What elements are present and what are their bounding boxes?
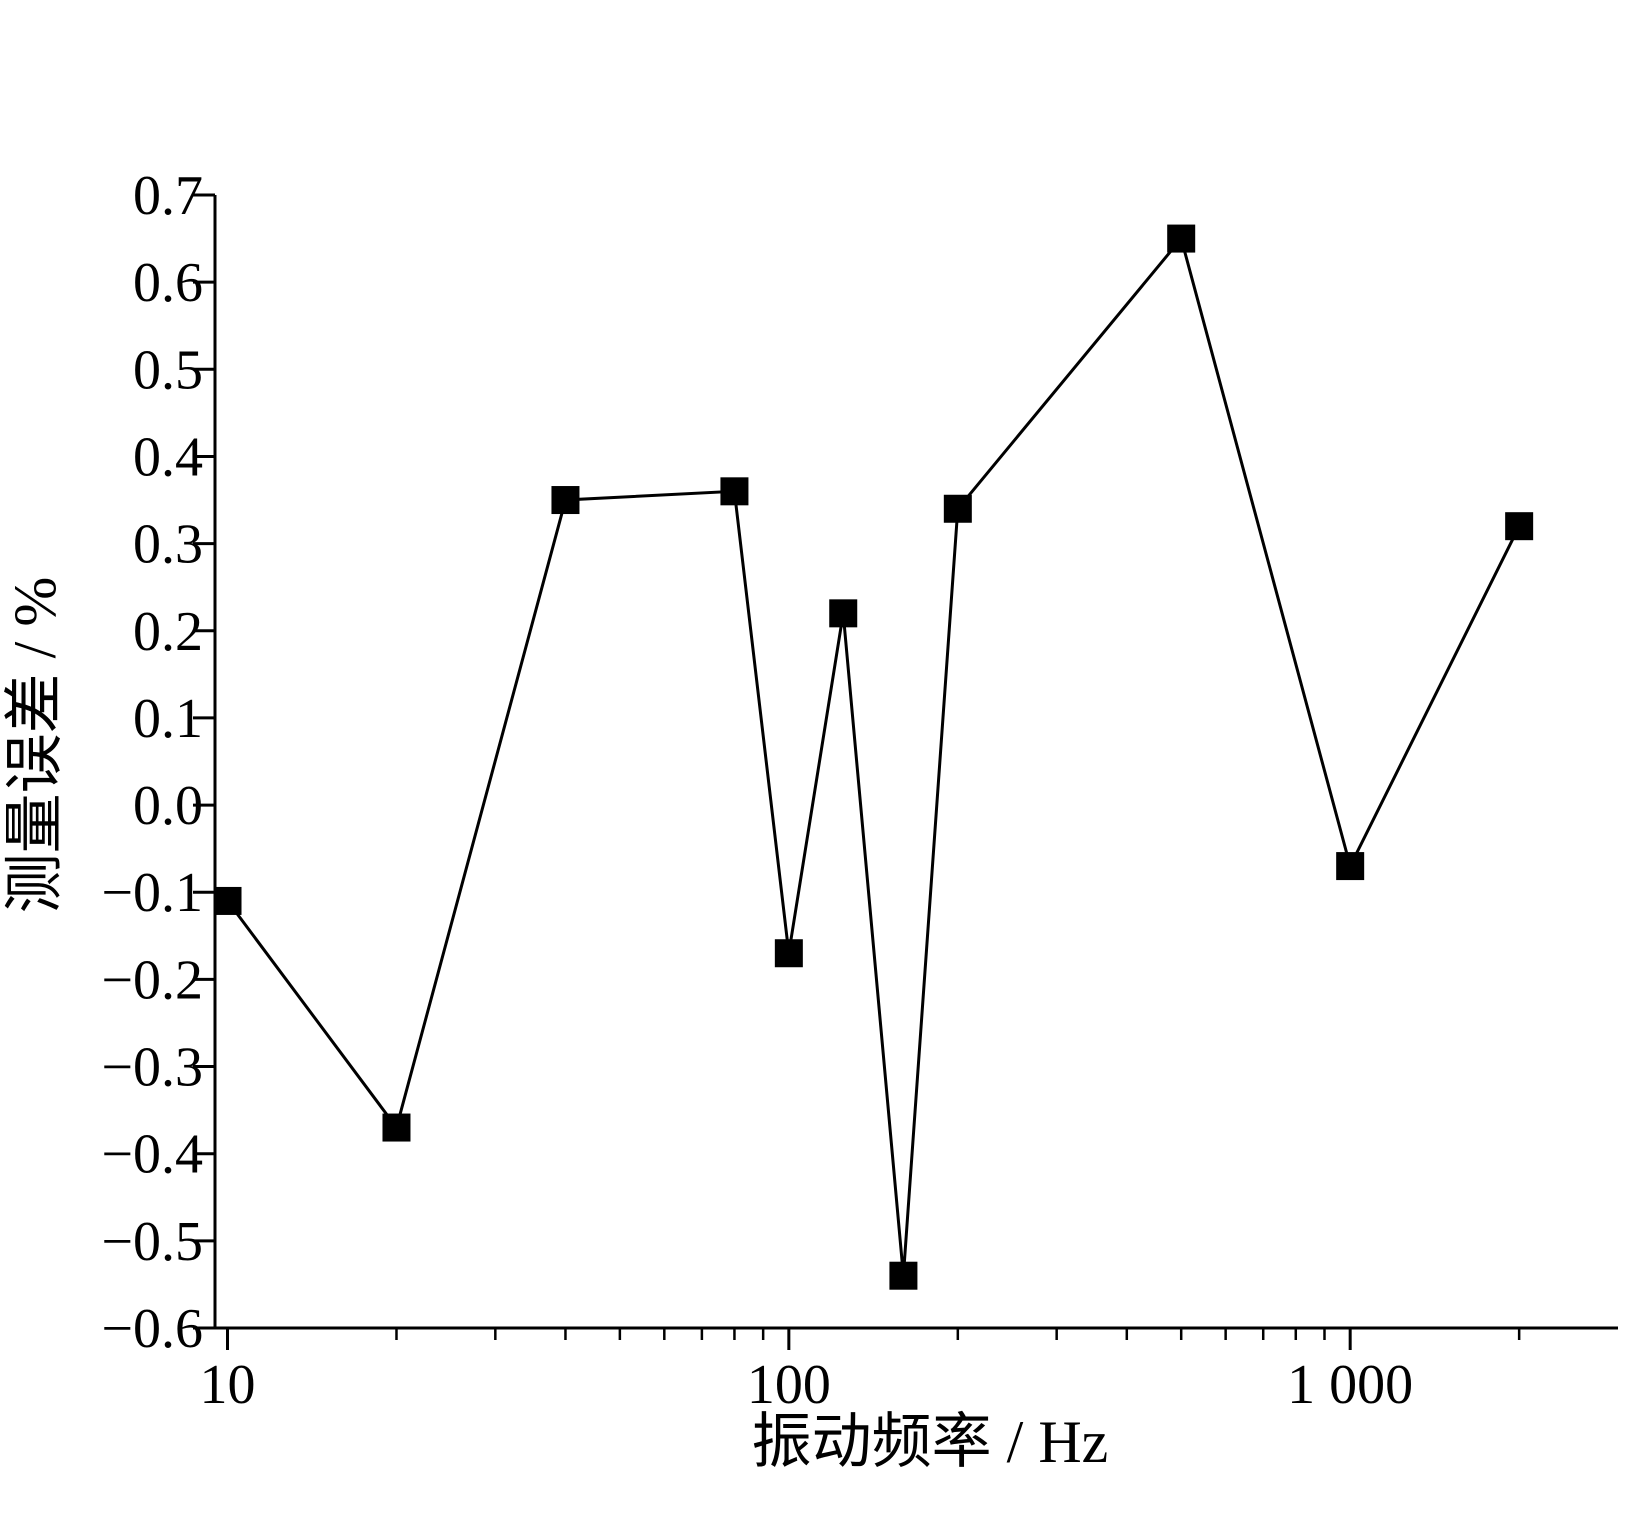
series-line [226, 235, 1521, 1276]
data-point [774, 939, 803, 968]
y-tick-label: 0.5 [133, 339, 203, 401]
x-axis-ticks: 10 100 1 000 [200, 1328, 1521, 1416]
y-tick-label: −0.2 [101, 949, 203, 1011]
y-tick-label: −0.3 [101, 1037, 203, 1099]
data-point [1505, 512, 1534, 541]
axes [213, 195, 1618, 1330]
y-tick-label: −0.4 [101, 1124, 203, 1186]
data-point [382, 1113, 411, 1142]
data-point [1336, 852, 1365, 881]
data-point [889, 1261, 918, 1290]
y-tick-label: 0.4 [133, 426, 203, 488]
y-tick-label: 0.7 [133, 165, 203, 227]
data-point [551, 486, 580, 515]
x-tick-label: 1 000 [1287, 1354, 1413, 1416]
x-tick-label: 100 [747, 1354, 831, 1416]
y-tick-label: 0.1 [133, 688, 203, 750]
data-point [829, 599, 858, 628]
y-axis-title: 测量误差 / % [2, 577, 68, 914]
y-tick-label: 0.2 [133, 601, 203, 663]
data-point [1167, 224, 1196, 253]
y-tick-label: −0.5 [101, 1211, 203, 1273]
y-tick-label: −0.6 [101, 1298, 203, 1360]
data-point [720, 477, 749, 506]
data-point [213, 886, 242, 915]
data-point [943, 494, 972, 523]
y-tick-label: 0.6 [133, 252, 203, 314]
x-axis-title: 振动频率 / Hz [752, 1409, 1109, 1475]
x-tick-label: 10 [200, 1354, 256, 1416]
y-axis-ticks: 0.7 0.6 0.5 0.4 0.3 0.2 0.1 0.0 −0.1 −0.2 −0.3 −0.4… [101, 165, 215, 1360]
y-tick-label: 0.0 [133, 775, 203, 837]
y-tick-label: 0.3 [133, 514, 203, 576]
y-tick-label: −0.1 [101, 862, 203, 924]
data-series [213, 224, 1534, 1290]
